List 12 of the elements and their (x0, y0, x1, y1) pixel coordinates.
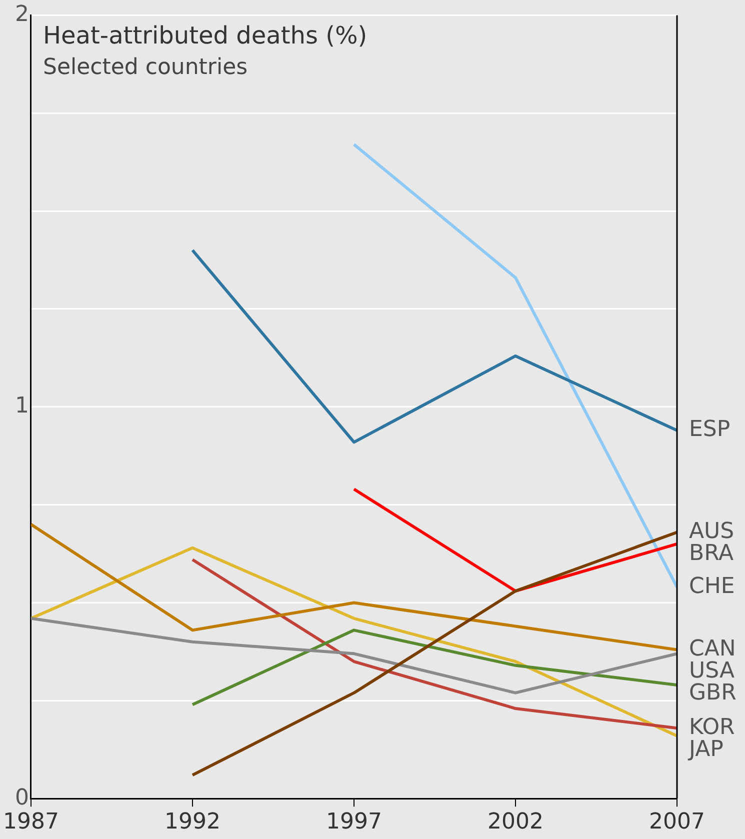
chart-title: Heat-attributed deaths (%) (42, 21, 368, 50)
y-tick-label: 2 (14, 2, 29, 27)
text: Selected countries (42, 54, 248, 80)
y-tick-label: 1 (14, 394, 29, 419)
x-tick-label: 1987 (2, 810, 59, 835)
y-tick-label: 0 (14, 785, 29, 810)
series-label: ESP (689, 417, 730, 442)
x-tick-label: 1992 (164, 810, 220, 835)
x-tick-label: 2002 (488, 810, 544, 835)
series-label: CHE (689, 574, 735, 599)
x-tick-label: 2007 (649, 810, 705, 835)
x-tick-label: 1997 (326, 810, 382, 835)
